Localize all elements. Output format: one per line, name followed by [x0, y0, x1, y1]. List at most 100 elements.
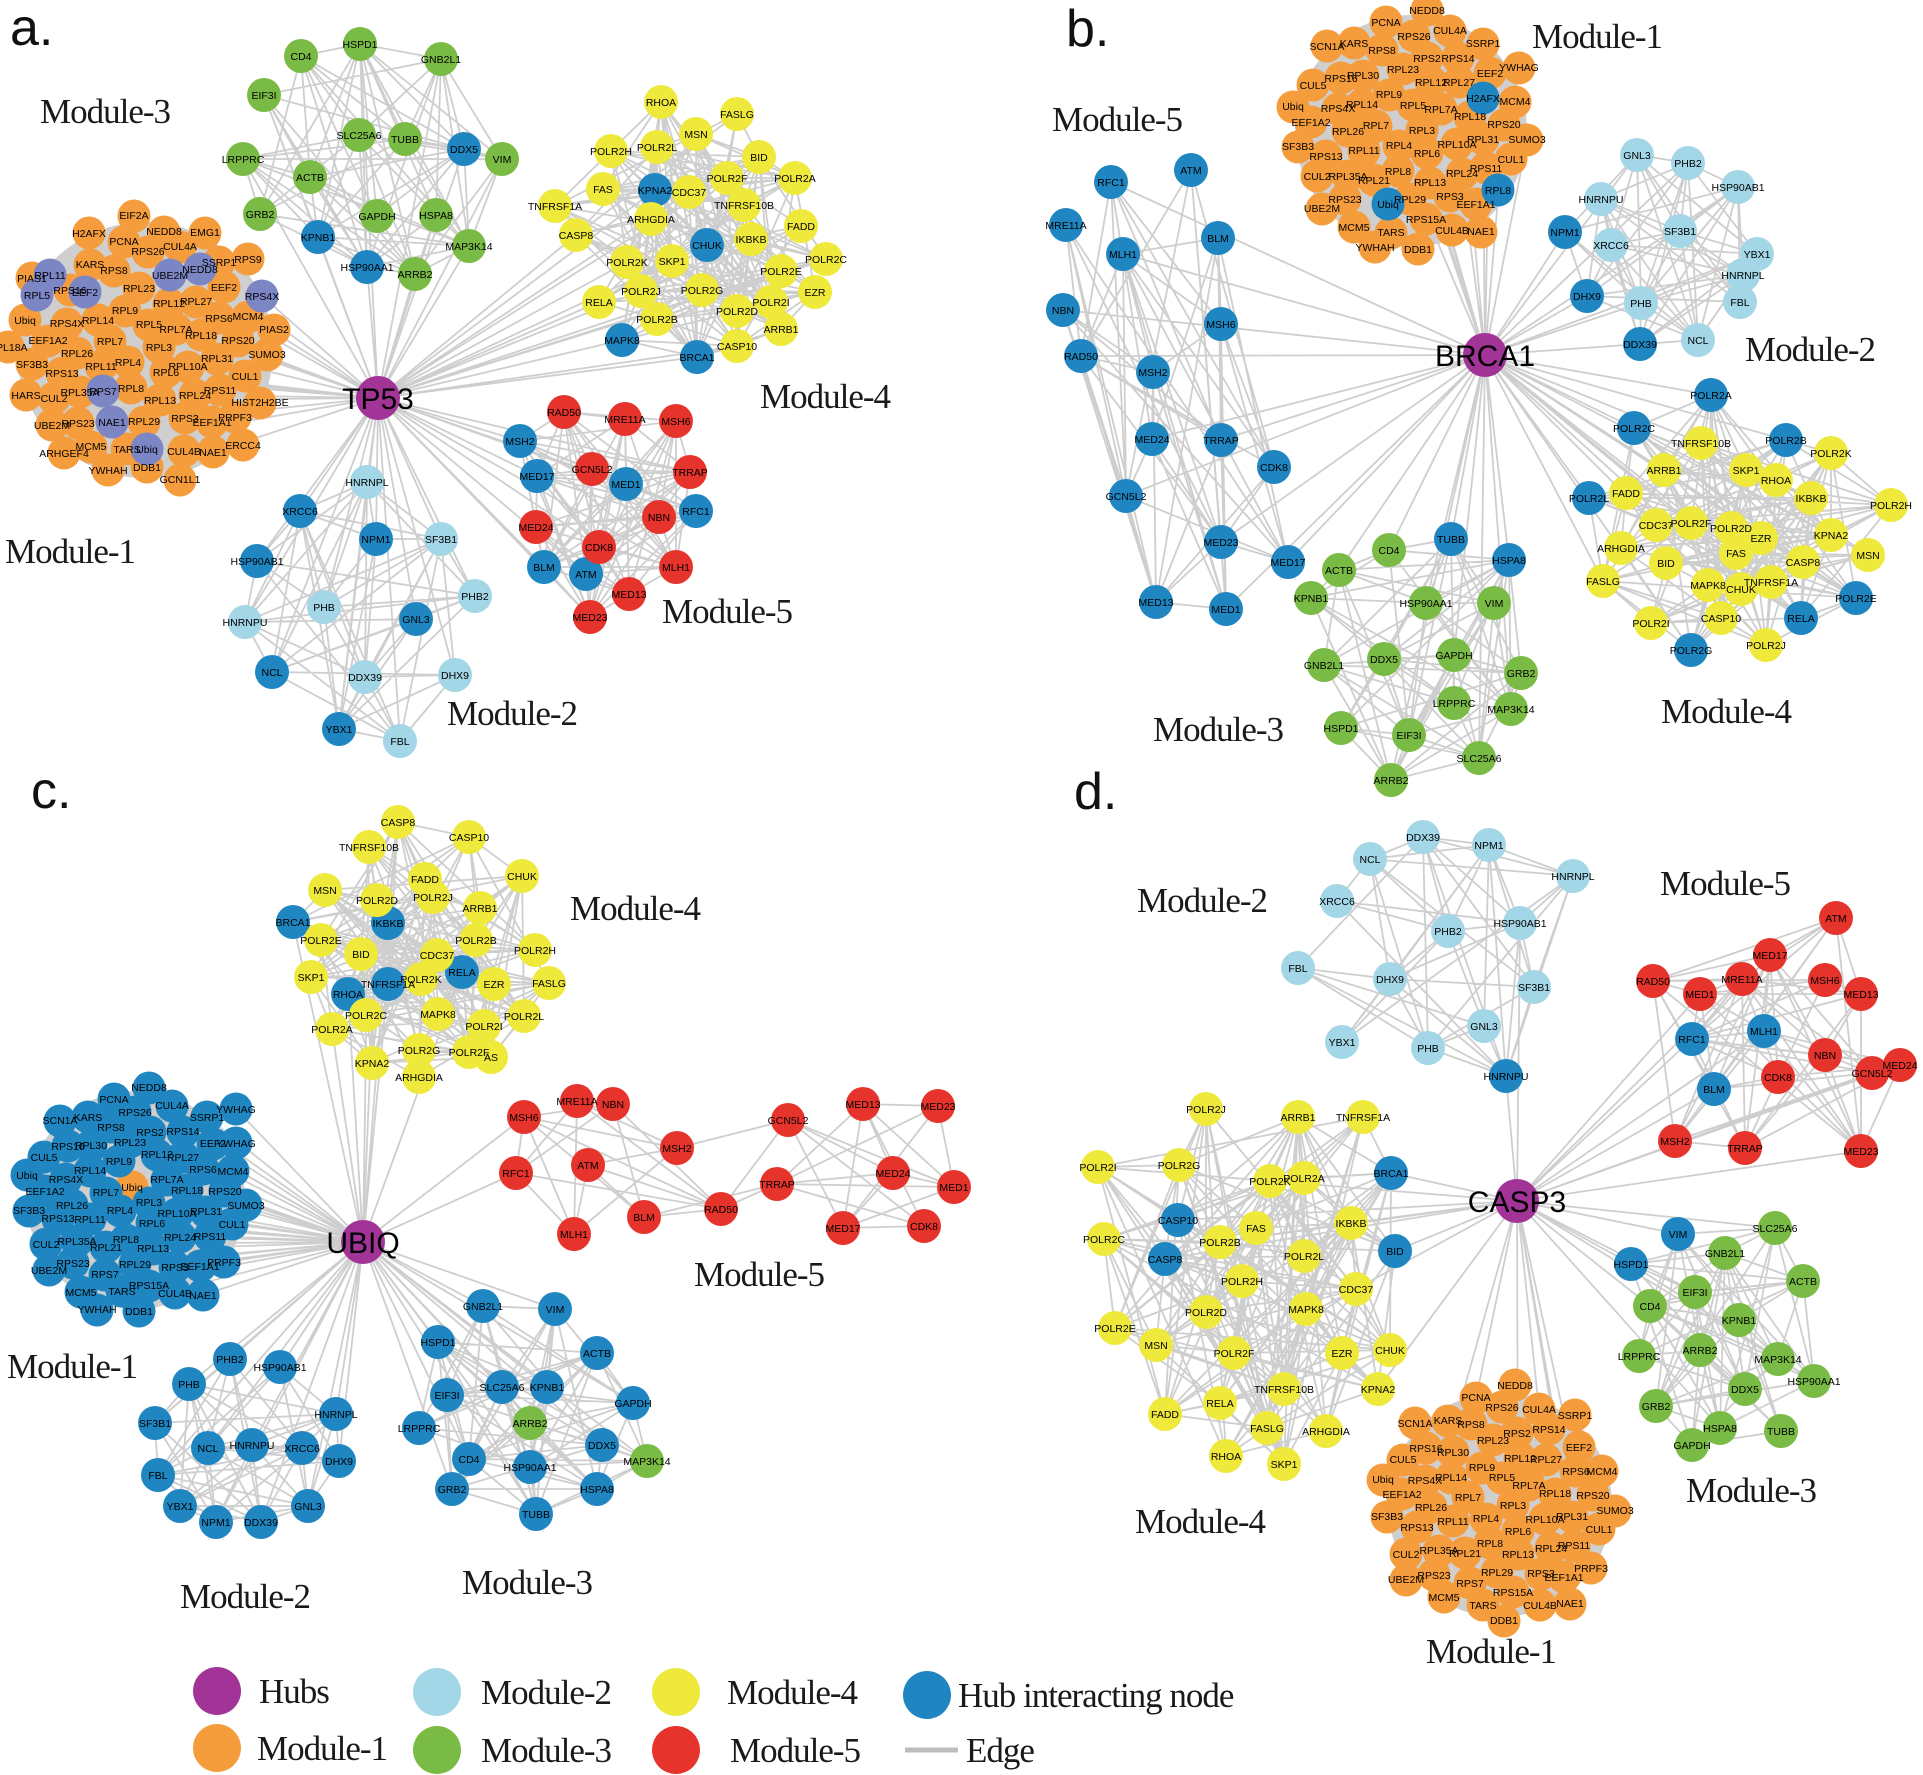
svg-text:RPS20: RPS20 [208, 1186, 241, 1198]
svg-text:RPL24: RPL24 [1446, 168, 1478, 180]
svg-text:GNB2L1: GNB2L1 [421, 54, 461, 66]
svg-text:RPL12: RPL12 [1415, 77, 1447, 89]
svg-text:HSPD1: HSPD1 [1323, 723, 1358, 735]
svg-text:RPL18: RPL18 [185, 330, 217, 342]
svg-text:EZR: EZR [805, 287, 826, 299]
svg-text:POLR2D: POLR2D [1710, 523, 1752, 535]
svg-text:VIM: VIM [1669, 1229, 1688, 1241]
svg-text:TUBB: TUBB [391, 134, 419, 146]
svg-text:HSPD1: HSPD1 [420, 1337, 455, 1349]
svg-text:SF3B1: SF3B1 [1518, 982, 1550, 994]
svg-text:POLR2G: POLR2G [1158, 1160, 1201, 1172]
svg-text:GCN5L2: GCN5L2 [572, 464, 613, 476]
svg-text:MSH6: MSH6 [1810, 975, 1839, 987]
svg-text:RPL14: RPL14 [74, 1165, 106, 1177]
svg-text:DDB1: DDB1 [133, 462, 161, 474]
svg-text:YWHAH: YWHAH [1355, 242, 1394, 254]
svg-text:HIST2H2BE: HIST2H2BE [231, 397, 288, 409]
svg-text:RPL6: RPL6 [1505, 1526, 1531, 1538]
svg-text:RPL7A: RPL7A [1512, 1480, 1545, 1492]
svg-text:CUL4B: CUL4B [158, 1288, 192, 1300]
svg-text:RPL6: RPL6 [1414, 148, 1440, 160]
svg-text:ARHGDIA: ARHGDIA [395, 1072, 443, 1084]
svg-text:POLR2J: POLR2J [413, 892, 453, 904]
svg-text:BID: BID [1657, 558, 1675, 570]
svg-text:HARS: HARS [11, 390, 40, 402]
svg-text:FBL: FBL [390, 736, 409, 748]
svg-text:RPS16: RPS16 [1324, 73, 1357, 85]
svg-text:POLR2D: POLR2D [716, 306, 758, 318]
svg-text:RPL18: RPL18 [171, 1185, 203, 1197]
svg-text:HSP90AA1: HSP90AA1 [503, 1462, 556, 1474]
svg-text:RAD50: RAD50 [547, 407, 581, 419]
svg-text:MSN: MSN [1856, 550, 1879, 562]
svg-text:PHB: PHB [1630, 298, 1652, 310]
svg-text:RPL31: RPL31 [1556, 1511, 1588, 1523]
svg-text:MAPK8: MAPK8 [604, 335, 640, 347]
svg-text:NPM1: NPM1 [361, 534, 390, 546]
svg-text:RPL27: RPL27 [180, 296, 212, 308]
svg-text:GNB2L1: GNB2L1 [463, 1301, 503, 1313]
svg-text:RFC1: RFC1 [682, 506, 710, 518]
svg-text:ATM: ATM [577, 1160, 598, 1172]
svg-text:MRE11A: MRE11A [1045, 220, 1086, 232]
svg-text:YWHAG: YWHAG [1499, 62, 1539, 74]
svg-text:RPL35A: RPL35A [1328, 171, 1367, 183]
svg-text:RPL6: RPL6 [153, 367, 179, 379]
svg-text:RFC1: RFC1 [502, 1168, 530, 1180]
svg-text:ACTB: ACTB [296, 172, 324, 184]
svg-text:RPS13: RPS13 [1309, 151, 1342, 163]
svg-text:Module-5: Module-5 [662, 592, 793, 631]
svg-text:FADD: FADD [1612, 488, 1640, 500]
svg-text:UBE2M: UBE2M [34, 420, 70, 432]
svg-text:CUL4A: CUL4A [163, 241, 197, 253]
svg-text:CASP10: CASP10 [1158, 1215, 1198, 1227]
svg-text:RPL30: RPL30 [1437, 1447, 1469, 1459]
svg-text:RFC1: RFC1 [1678, 1034, 1706, 1046]
svg-text:NBN: NBN [648, 512, 670, 524]
svg-text:HSPA8: HSPA8 [1703, 1423, 1737, 1435]
svg-text:RPS15A: RPS15A [1406, 214, 1446, 226]
svg-text:RPS8: RPS8 [1368, 45, 1396, 57]
svg-text:RPS8: RPS8 [1457, 1419, 1485, 1431]
svg-text:Module-3: Module-3 [462, 1563, 593, 1602]
svg-text:RHOA: RHOA [1211, 1451, 1241, 1463]
svg-text:POLR2C: POLR2C [1083, 1234, 1125, 1246]
svg-text:PHB: PHB [178, 1379, 200, 1391]
svg-text:MAP3K14: MAP3K14 [623, 1456, 670, 1468]
svg-text:MAPK8: MAPK8 [1288, 1304, 1324, 1316]
svg-text:POLR2I: POLR2I [752, 297, 789, 309]
svg-text:FASLG: FASLG [532, 978, 566, 990]
svg-text:RPS2: RPS2 [1503, 1428, 1531, 1440]
svg-text:RPS8: RPS8 [100, 265, 128, 277]
svg-text:Module-4: Module-4 [760, 377, 891, 416]
svg-text:MRE11A: MRE11A [556, 1096, 597, 1108]
svg-text:EEF1A1: EEF1A1 [192, 417, 231, 429]
svg-text:UBIQ: UBIQ [326, 1227, 399, 1260]
svg-text:DDB1: DDB1 [125, 1306, 153, 1318]
svg-text:GRB2: GRB2 [1642, 1401, 1671, 1413]
svg-text:CASP10: CASP10 [717, 341, 757, 353]
svg-text:POLR2A: POLR2A [1690, 390, 1731, 402]
svg-text:RPS13: RPS13 [41, 1213, 74, 1225]
svg-text:MAP3K14: MAP3K14 [1487, 704, 1534, 716]
svg-text:KPNB1: KPNB1 [1294, 593, 1329, 605]
svg-text:RPS4X: RPS4X [49, 1174, 83, 1186]
svg-text:Module-1: Module-1 [257, 1729, 387, 1768]
svg-text:SUMO3: SUMO3 [248, 349, 286, 361]
svg-text:GCN5L2: GCN5L2 [1106, 491, 1147, 503]
svg-text:CDK8: CDK8 [585, 542, 613, 554]
svg-text:ARRB1: ARRB1 [462, 903, 497, 915]
svg-text:Module-3: Module-3 [1153, 710, 1284, 749]
svg-text:NPM1: NPM1 [201, 1517, 230, 1529]
svg-text:MSH2: MSH2 [1660, 1136, 1689, 1148]
svg-text:RPL4: RPL4 [115, 357, 141, 369]
svg-text:HSPA8: HSPA8 [1492, 555, 1526, 567]
svg-text:TP53: TP53 [342, 383, 414, 416]
svg-text:RPL29: RPL29 [1394, 194, 1426, 206]
svg-text:HNRNPU: HNRNPU [1484, 1071, 1529, 1083]
svg-text:RPS7: RPS7 [1456, 1578, 1484, 1590]
svg-text:ERCC4: ERCC4 [225, 440, 261, 452]
svg-text:EEF2: EEF2 [200, 1138, 226, 1150]
svg-text:RPS20: RPS20 [221, 335, 254, 347]
